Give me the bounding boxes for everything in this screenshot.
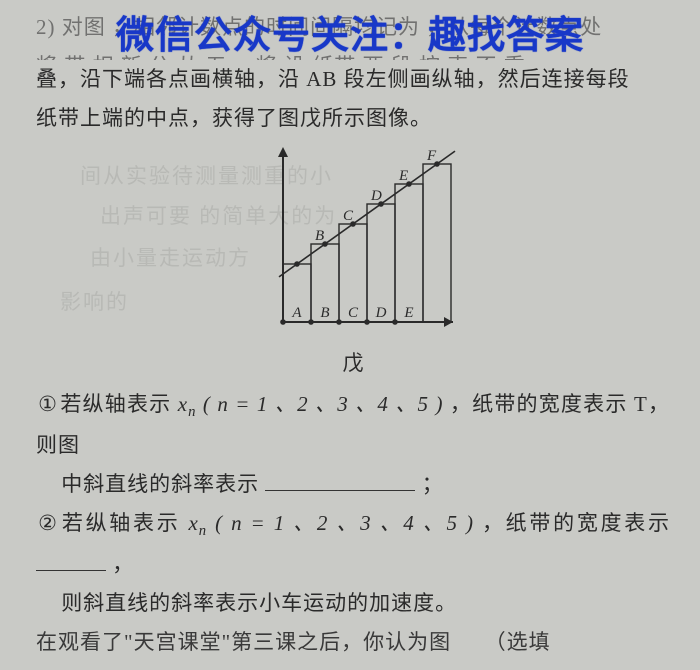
top-hidden-line: 2) 对图 ，相邻计数点的时间间隔均记为 ，从每个计数点处 bbox=[36, 8, 670, 47]
line1-text: 叠，沿下端各点画横轴，沿 AB 段左侧画纵轴，然后连接每段 bbox=[36, 67, 630, 91]
chart-caption: 戊 bbox=[343, 344, 364, 383]
svg-text:E: E bbox=[403, 305, 413, 321]
q2-tb: ，纸带的宽度表示 bbox=[474, 511, 670, 535]
q1-number: ① bbox=[36, 385, 60, 424]
question-2-line2: 则斜直线的斜率表示小车运动的加速度。 bbox=[36, 584, 670, 623]
ghost-text: 由小量走运动方 bbox=[90, 242, 251, 272]
q1-td: ； bbox=[415, 472, 443, 496]
svg-text:D: D bbox=[370, 188, 382, 204]
bottom-partial-line: 在观看了"天宫课堂"第三课之后，你认为图 （选填 bbox=[36, 623, 670, 662]
ghost-text: 影响的 bbox=[60, 286, 129, 316]
q1-formula: xn ( n = 1 、2 、3 、4 、5 ) bbox=[178, 392, 444, 416]
q1-tc: 中斜直线的斜率表示 bbox=[61, 472, 265, 496]
svg-text:A: A bbox=[291, 305, 302, 321]
q1-blank[interactable] bbox=[265, 470, 415, 491]
ghost-text: 出声可要 的简单大的为 bbox=[100, 200, 337, 230]
question-2-line1: ②若纵轴表示 xn ( n = 1 、2 、3 、4 、5 ) ，纸带的宽度表示… bbox=[36, 504, 670, 584]
top-hidden-line2: 将 带 相 新 公 从 五 ，将 设 纸带 两 段 按 索 不 重 bbox=[36, 47, 670, 60]
ghost-text: 间从实验待测量测重的小 bbox=[80, 160, 333, 190]
q2-td: 则斜直线的斜率表示小车运动的加速度。 bbox=[61, 591, 457, 615]
svg-text:D: D bbox=[375, 305, 387, 321]
text-line-1: 叠，沿下端各点画横轴，沿 AB 段左侧画纵轴，然后连接每段 bbox=[36, 60, 670, 99]
q2-blank[interactable] bbox=[36, 550, 106, 571]
q1-ta: 若纵轴表示 bbox=[60, 392, 178, 416]
question-1-line1: ①若纵轴表示 xn ( n = 1 、2 、3 、4 、5 ) ，纸带的宽度表示… bbox=[36, 385, 670, 465]
bottom-text: 在观看了"天宫课堂"第三课之后，你认为图 （选填 bbox=[36, 630, 551, 654]
svg-text:C: C bbox=[343, 208, 354, 224]
svg-text:B: B bbox=[315, 228, 324, 244]
page-content: 2) 对图 ，相邻计数点的时间间隔均记为 ，从每个计数点处 将 带 相 新 公 … bbox=[0, 0, 700, 670]
svg-text:E: E bbox=[398, 168, 408, 184]
text-line-2: 纸带上端的中点，获得了图戊所示图像。 bbox=[36, 99, 670, 138]
line2-text: 纸带上端的中点，获得了图戊所示图像。 bbox=[36, 106, 432, 130]
svg-text:B: B bbox=[320, 305, 329, 321]
svg-text:C: C bbox=[348, 305, 359, 321]
question-1-line2: 中斜直线的斜率表示 ； bbox=[36, 465, 670, 504]
q2-number: ② bbox=[36, 504, 60, 543]
q2-formula: xn ( n = 1 、2 、3 、4 、5 ) bbox=[188, 511, 474, 535]
q2-tc: ， bbox=[106, 552, 134, 576]
q2-ta: 若纵轴表示 bbox=[60, 511, 188, 535]
svg-text:F: F bbox=[426, 148, 437, 164]
